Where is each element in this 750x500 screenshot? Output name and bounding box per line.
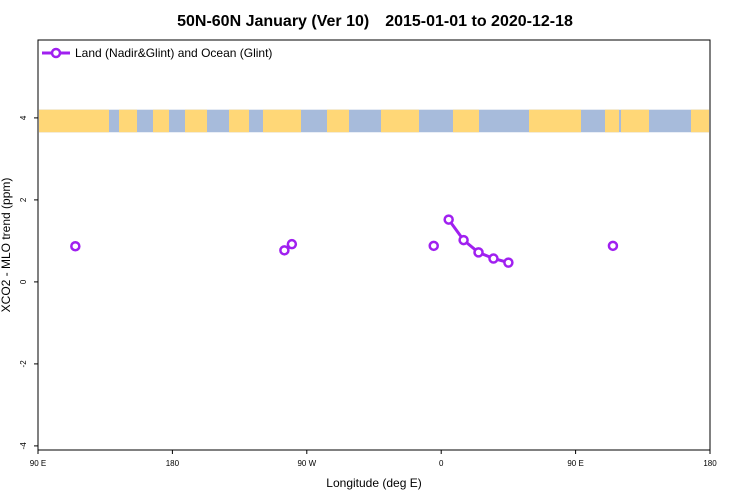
chart-title-left: 50N-60N January (Ver 10)	[177, 13, 369, 30]
y-axis-label: XCO2 - MLO trend (ppm)	[0, 178, 13, 313]
chart-title-right: 2015-01-01 to 2020-12-18	[385, 13, 573, 30]
map-land-3	[185, 109, 207, 133]
data-point-0-3-4	[503, 257, 514, 268]
map-land-0	[39, 109, 109, 133]
x-tick-label-5: 180	[703, 459, 717, 468]
map-land-2	[153, 109, 169, 133]
x-tick-label-4: 90 E	[567, 459, 583, 468]
map-land-11	[621, 109, 649, 133]
legend-marker	[50, 47, 62, 59]
x-axis: 90 E 180 90 W 0 90 E 180	[30, 450, 717, 468]
y-tick-label-2: 0	[19, 279, 28, 284]
map-land-8	[453, 109, 479, 133]
map-land-6	[327, 109, 349, 133]
x-tick-label-1: 180	[166, 459, 180, 468]
x-tick-label-2: 90 W	[297, 459, 316, 468]
x-axis-label: Longitude (deg E)	[326, 476, 421, 490]
series-layer	[70, 214, 619, 268]
legend-label: Land (Nadir&Glint) and Ocean (Glint)	[75, 46, 272, 60]
world-map-band	[39, 109, 709, 133]
data-point-0-2-0	[428, 240, 439, 252]
data-point-0-4-0	[607, 240, 619, 252]
data-point-0-1-0	[279, 245, 290, 256]
data-point-0-3-0	[443, 214, 454, 225]
map-land-9	[529, 109, 581, 133]
x-tick-label-3: 0	[439, 459, 444, 468]
data-point-0-0-0	[70, 240, 81, 252]
data-point-0-3-2	[473, 247, 484, 258]
map-land-4	[229, 109, 249, 133]
map-land-1	[119, 109, 137, 133]
data-point-0-1-1	[286, 238, 298, 250]
map-land-10	[605, 109, 619, 133]
map-land-5	[263, 109, 301, 133]
x-tick-label-0: 90 E	[30, 459, 46, 468]
map-land-12	[691, 109, 709, 133]
plot-frame	[37, 39, 711, 451]
data-point-0-3-1	[458, 234, 469, 246]
data-point-0-3-3	[488, 253, 499, 264]
chart-title: 50N-60N January (Ver 10) 2015-01-01 to 20…	[177, 13, 573, 30]
y-tick-label-3: 2	[19, 197, 28, 202]
y-axis: -4 -2 0 2 4	[19, 115, 38, 449]
map-land-7	[381, 109, 419, 133]
y-tick-label-0: -4	[19, 442, 28, 450]
y-tick-label-4: 4	[19, 115, 28, 120]
y-tick-label-1: -2	[19, 360, 28, 368]
legend: Land (Nadir&Glint) and Ocean (Glint)	[42, 46, 272, 60]
